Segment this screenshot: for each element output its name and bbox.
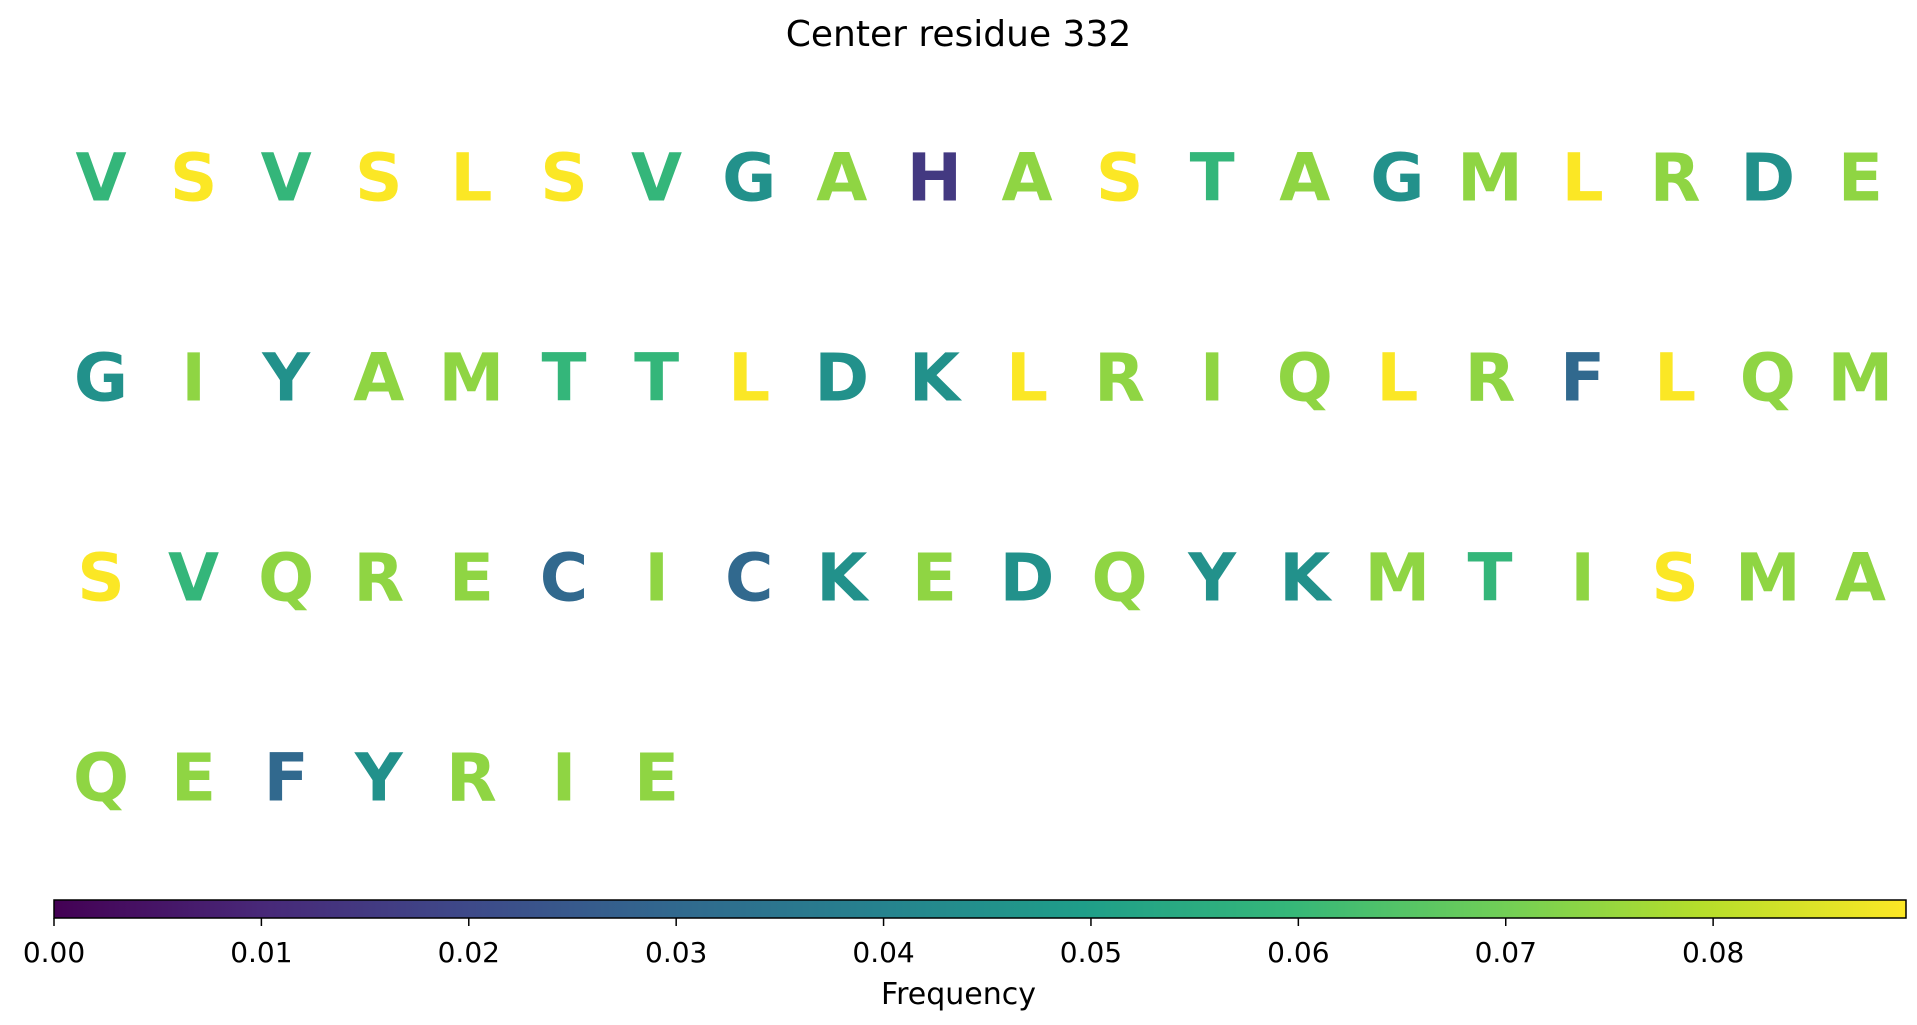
residue-letter: E: [1838, 140, 1883, 217]
residue-letter: E: [449, 540, 494, 617]
residue-letter: L: [450, 140, 492, 217]
residue-letter: C: [725, 540, 773, 617]
residue-letter: L: [1376, 340, 1418, 417]
residue-letter: A: [816, 140, 867, 217]
colorbar-tick-label: 0.03: [645, 936, 707, 969]
residue-letter: T: [541, 340, 586, 417]
residue-letter: D: [814, 340, 869, 417]
residue-letter: E: [912, 540, 957, 617]
residue-letter: E: [634, 740, 679, 817]
residue-letter: L: [1654, 340, 1696, 417]
colorbar-tick-label: 0.05: [1060, 936, 1122, 969]
residue-letter: Y: [1187, 540, 1237, 617]
residue-letter: V: [168, 540, 219, 617]
colorbar-tick-label: 0.02: [438, 936, 500, 969]
colorbar-label: Frequency: [881, 977, 1036, 1012]
residue-letter: Q: [73, 740, 129, 817]
residue-letters: V S V S L S V G A H A S T A G M L R D EG I Y A M T T L D K L R I Q L R F L Q M…: [73, 140, 1893, 817]
residue-letter: F: [264, 740, 309, 817]
residue-letter: V: [261, 140, 312, 217]
colorbar-gradient: [53, 899, 1907, 919]
colorbar-tick-label: 0.04: [852, 936, 914, 969]
residue-letter: K: [816, 540, 870, 617]
residue-letter: I: [1570, 540, 1595, 617]
colorbar-tick-label: 0.00: [23, 936, 85, 969]
residue-letter: K: [909, 340, 963, 417]
residue-letter: I: [1200, 340, 1225, 417]
residue-letter: M: [1828, 340, 1894, 417]
residue-letter: F: [1560, 340, 1605, 417]
residue-letter: M: [1735, 540, 1801, 617]
residue-letter: A: [1001, 140, 1052, 217]
residue-letter: S: [77, 540, 125, 617]
residue-letter: E: [171, 740, 216, 817]
residue-letter: I: [644, 540, 669, 617]
residue-letter: L: [1006, 340, 1048, 417]
residue-letter: Q: [1092, 540, 1148, 617]
residue-letter: S: [540, 140, 588, 217]
residue-letter: L: [1562, 140, 1604, 217]
residue-letter: Q: [258, 540, 314, 617]
residue-letter: A: [353, 340, 404, 417]
residue-letter: R: [446, 740, 497, 817]
residue-letter: R: [1650, 140, 1701, 217]
residue-letter: R: [353, 540, 404, 617]
residue-letter: S: [170, 140, 218, 217]
residue-letter: S: [1651, 540, 1699, 617]
residue-letter: T: [1190, 140, 1235, 217]
residue-letter: R: [1465, 340, 1516, 417]
colorbar-tick-label: 0.08: [1682, 936, 1744, 969]
residue-letter: K: [1279, 540, 1333, 617]
residue-letter: H: [907, 140, 962, 217]
residue-letter: Q: [1740, 340, 1796, 417]
chart-title: Center residue 332: [785, 14, 1132, 55]
residue-letter: V: [631, 140, 682, 217]
residue-letter: A: [1279, 140, 1330, 217]
residue-letter: G: [1370, 140, 1424, 217]
residue-letter: M: [1457, 140, 1523, 217]
residue-letter: I: [552, 740, 577, 817]
residue-letter: D: [1000, 540, 1055, 617]
colorbar-tick-label: 0.06: [1267, 936, 1329, 969]
residue-letter: S: [1096, 140, 1144, 217]
residue-letter: A: [1835, 540, 1886, 617]
residue-letter: Y: [261, 340, 311, 417]
residue-letter: T: [1467, 540, 1512, 617]
residue-letter: S: [355, 140, 403, 217]
colorbar-tick-label: 0.07: [1475, 936, 1537, 969]
residue-letter: T: [634, 340, 679, 417]
colorbar: 0.00 0.01 0.02 0.03 0.04 0.05 0.06 0.07 0.08 Freq…: [23, 899, 1907, 1012]
residue-letter: Y: [354, 740, 404, 817]
colorbar-tick-label: 0.01: [230, 936, 292, 969]
residue-letter: R: [1094, 340, 1145, 417]
residue-letter: L: [728, 340, 770, 417]
residue-letter: V: [75, 140, 126, 217]
residue-letter: C: [540, 540, 588, 617]
residue-letter: G: [722, 140, 776, 217]
residue-letter: G: [74, 340, 128, 417]
residue-letter: M: [1365, 540, 1431, 617]
residue-letter: Q: [1277, 340, 1333, 417]
residue-letter: I: [181, 340, 206, 417]
residue-letter: D: [1740, 140, 1795, 217]
residue-letter: M: [439, 340, 505, 417]
